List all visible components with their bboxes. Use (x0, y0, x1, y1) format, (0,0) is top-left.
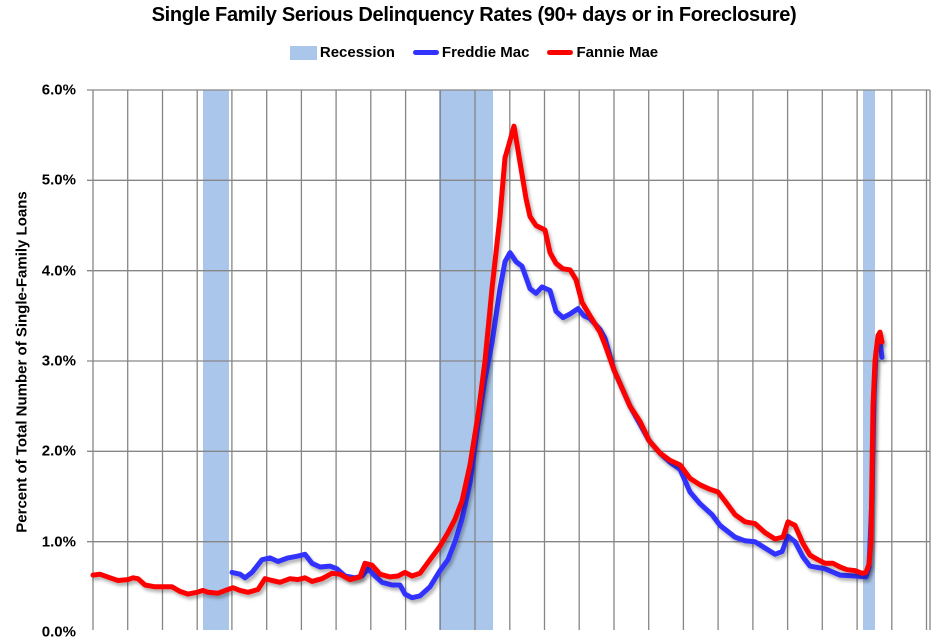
fannie-mae-line (90, 123, 885, 597)
legend-label-freddie-mac: Freddie Mac (441, 44, 530, 61)
chart-legend: Recession Freddie Mac Fannie Mae (0, 44, 948, 61)
legend-label-fannie-mae: Fannie Mae (576, 44, 659, 61)
legend-label-recession: Recession (319, 44, 395, 61)
chart-title: Single Family Serious Delinquency Rates … (151, 4, 797, 26)
freddie-mac-line-swatch-icon (412, 50, 439, 55)
recession-swatch-icon (289, 45, 317, 60)
recession-bands (203, 90, 875, 630)
y-tick-label: 5.0% (41, 171, 76, 189)
y-tick-label: 2.0% (41, 442, 76, 460)
recession-band (203, 90, 229, 630)
y-tick-label: 6.0% (41, 81, 76, 99)
legend-item-freddie-mac: Freddie Mac (412, 44, 530, 61)
fannie-mae-line-swatch-icon (547, 50, 574, 55)
y-tick-label: 3.0% (41, 352, 76, 370)
y-tick-label: 1.0% (41, 533, 76, 551)
gridlines (87, 89, 931, 630)
freddie-mac-line (229, 250, 885, 601)
legend-item-recession: Recession (289, 44, 395, 61)
data-series (90, 123, 885, 601)
legend-item-fannie-mae: Fannie Mae (547, 44, 658, 61)
y-tick-label: 4.0% (41, 262, 76, 280)
